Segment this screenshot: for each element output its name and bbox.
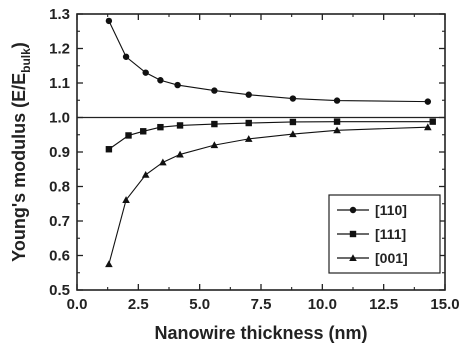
data-point [289,118,297,126]
series-square [105,118,436,153]
series-triangle [105,123,432,268]
data-point [210,141,219,149]
x-tick-label: 0.0 [67,296,88,313]
data-point [174,81,181,89]
legend-label: [110] [375,202,407,218]
data-point [333,97,341,104]
data-point [157,123,164,131]
legend-marker [349,254,357,262]
y-axis-title-end: ) [9,42,29,48]
data-point [289,130,297,138]
legend-marker [349,206,357,214]
x-tick-label: 12.5 [369,296,398,313]
data-point [122,196,130,203]
series-layer [105,17,436,268]
data-point [211,87,218,94]
y-axis-title-subscript: bulk [19,48,33,73]
data-point [105,17,113,25]
legend-label: [001] [375,250,408,266]
legend-item: [111] [337,226,406,242]
x-tick-label: 7.5 [251,296,272,313]
data-point [289,95,297,102]
y-tick-label: 1.0 [49,110,70,127]
y-axis-title-main: Young's modulus (E/E [9,73,29,262]
data-point [105,260,113,268]
y-tick-label: 0.7 [49,213,70,230]
data-point [176,122,184,129]
x-tick-label: 15.0 [430,296,459,313]
data-point [157,77,164,84]
x-tick-label: 2.5 [128,296,149,313]
data-point [245,91,252,98]
data-point [424,123,432,131]
data-point [333,126,341,134]
data-point [176,150,184,158]
axis-ticks [76,13,446,291]
y-tick-label: 0.6 [49,248,70,265]
data-point [141,170,150,178]
data-point [159,158,167,166]
data-point [245,119,252,127]
legend-item: [001] [337,250,408,266]
data-point [333,118,341,125]
legend-label: [111] [375,226,406,242]
legend: [110] [111] [001] [328,194,441,274]
x-tick-label: 10.0 [308,296,337,313]
series-circle [105,17,432,105]
x-tick-label: 5.0 [189,296,210,313]
y-tick-label: 0.8 [49,179,70,196]
series-line [108,121,433,150]
tick-labels: 0.0 2.5 5.0 7.5 10.0 12.5 15.0 0.5 0.6 0.7 0.8 0.9 1… [49,6,459,313]
data-point [122,53,130,60]
y-tick-label: 1.2 [49,41,70,58]
data-point [105,146,113,153]
series-line [108,20,428,103]
data-point [142,69,149,76]
y-tick-label: 1.1 [49,75,70,92]
data-point [424,98,432,105]
data-point [211,120,218,128]
x-axis-title: Nanowire thickness (nm) [154,323,367,343]
legend-item: [110] [337,202,407,218]
y-tick-label: 0.9 [49,144,70,161]
legend-marker [349,230,357,238]
data-point [140,128,147,135]
data-point [429,118,436,125]
y-axis-title: Young's modulus (E/Ebulk) [9,42,33,262]
data-point [125,132,132,139]
y-tick-label: 0.5 [49,282,70,299]
y-tick-label: 1.3 [49,6,70,23]
series-line [108,126,428,265]
data-point [244,135,253,142]
